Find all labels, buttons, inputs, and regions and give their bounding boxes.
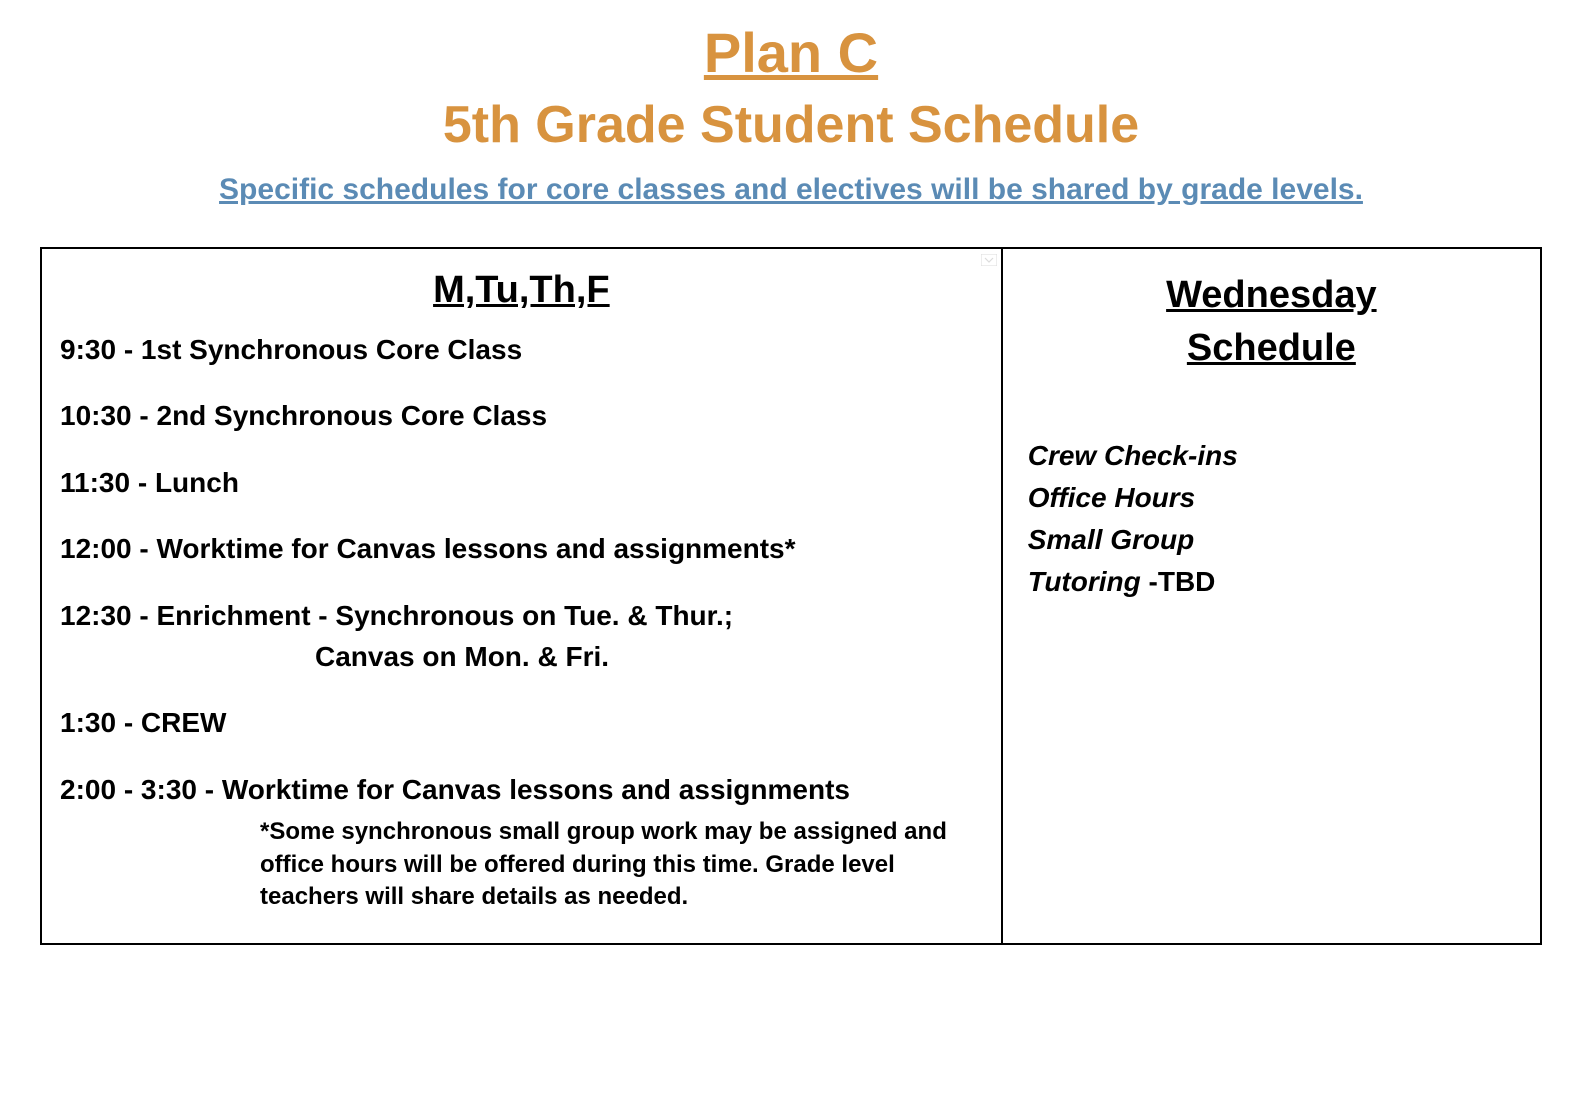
tutoring-value: -TBD	[1149, 566, 1216, 597]
schedule-row: 12:30 - Enrichment - Synchronous on Tue.…	[60, 598, 983, 676]
schedule-row: 11:30 - Lunch	[60, 465, 983, 501]
schedule-row-text: 12:30 - Enrichment - Synchronous on Tue.…	[60, 600, 733, 631]
schedule-row: 1:30 - CREW	[60, 705, 983, 741]
weekday-header: M,Tu,Th,F	[60, 269, 983, 312]
wednesday-header-line1: Wednesday	[1166, 274, 1376, 316]
wednesday-column: Wednesday Schedule Crew Check-ins Office…	[1001, 249, 1540, 943]
wednesday-item: Crew Check-ins	[1028, 435, 1515, 477]
dropdown-icon[interactable]	[981, 253, 997, 265]
schedule-row-sub: Canvas on Mon. & Fri.	[315, 639, 983, 675]
weekday-column: M,Tu,Th,F 9:30 - 1st Synchronous Core Cl…	[42, 249, 1001, 943]
schedule-footnote: *Some synchronous small group work may b…	[260, 816, 983, 913]
wednesday-item: Tutoring -TBD	[1028, 561, 1515, 603]
schedule-table: M,Tu,Th,F 9:30 - 1st Synchronous Core Cl…	[40, 247, 1542, 945]
page-subtitle: 5th Grade Student Schedule	[40, 95, 1542, 155]
schedule-row: 12:00 - Worktime for Canvas lessons and …	[60, 531, 983, 567]
wednesday-header-line2: Schedule	[1187, 327, 1356, 369]
tutoring-label: Tutoring	[1028, 566, 1149, 597]
wednesday-item: Office Hours	[1028, 477, 1515, 519]
schedule-row: 9:30 - 1st Synchronous Core Class	[60, 332, 983, 368]
header: Plan C 5th Grade Student Schedule Specif…	[40, 20, 1542, 207]
schedule-row: 2:00 - 3:30 - Worktime for Canvas lesson…	[60, 772, 983, 808]
page-title: Plan C	[40, 20, 1542, 85]
header-note: Specific schedules for core classes and …	[40, 173, 1542, 207]
schedule-row: 10:30 - 2nd Synchronous Core Class	[60, 398, 983, 434]
wednesday-item: Small Group	[1028, 519, 1515, 561]
wednesday-header: Wednesday Schedule	[1028, 269, 1515, 375]
